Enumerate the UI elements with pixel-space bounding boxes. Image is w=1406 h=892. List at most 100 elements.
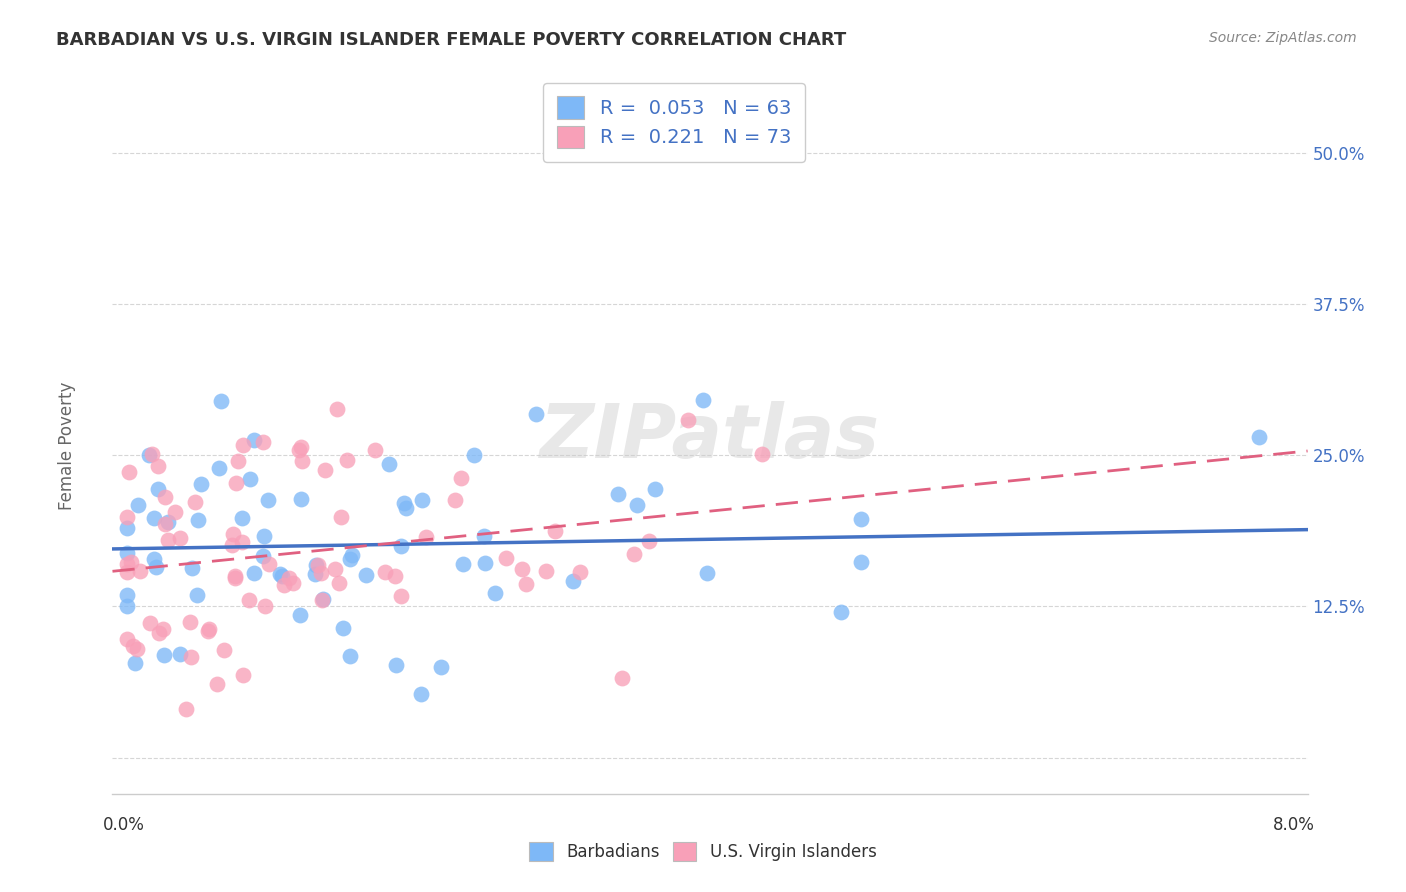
Point — [221, 538, 243, 552]
Point — [141, 446, 163, 460]
Point — [378, 457, 401, 471]
Point — [183, 495, 205, 509]
Point — [463, 448, 485, 462]
Point — [524, 407, 547, 421]
Point — [179, 615, 201, 629]
Point — [252, 549, 274, 563]
Point — [124, 656, 146, 670]
Legend: R =  0.053   N = 63, R =  0.221   N = 73: R = 0.053 N = 63, R = 0.221 N = 73 — [544, 83, 804, 161]
Point — [515, 576, 537, 591]
Point — [181, 561, 204, 575]
Text: Female Poverty: Female Poverty — [59, 382, 76, 510]
Point — [186, 588, 208, 602]
Point — [606, 487, 628, 501]
Point — [291, 453, 314, 467]
Point — [534, 565, 557, 579]
Point — [169, 648, 191, 662]
Point — [148, 625, 170, 640]
Point — [252, 434, 274, 449]
Point — [239, 472, 262, 486]
Point — [117, 632, 139, 646]
Point — [209, 394, 232, 409]
Point — [323, 562, 346, 576]
Point — [187, 512, 209, 526]
Point — [214, 642, 236, 657]
Point — [231, 667, 253, 681]
Point — [146, 482, 169, 496]
Point — [156, 515, 179, 529]
Point — [610, 671, 633, 685]
Point — [451, 557, 474, 571]
Point — [208, 460, 231, 475]
Point — [340, 549, 363, 563]
Point — [242, 433, 264, 447]
Point — [257, 493, 280, 508]
Point — [117, 509, 139, 524]
Point — [326, 402, 349, 417]
Point — [332, 621, 354, 635]
Point — [623, 547, 645, 561]
Point — [474, 556, 496, 570]
Point — [638, 533, 661, 548]
Point — [180, 650, 202, 665]
Point — [312, 591, 335, 606]
Point — [142, 551, 165, 566]
Point — [231, 534, 253, 549]
Point — [143, 510, 166, 524]
Point — [129, 564, 152, 578]
Point — [231, 511, 253, 525]
Point — [394, 495, 416, 509]
Point — [243, 566, 266, 580]
Point — [389, 539, 412, 553]
Point — [127, 498, 149, 512]
Point — [139, 615, 162, 630]
Point — [849, 512, 872, 526]
Point — [281, 575, 304, 590]
Point — [117, 558, 139, 572]
Point — [117, 465, 139, 479]
Point — [374, 565, 396, 579]
Text: 8.0%: 8.0% — [1272, 816, 1315, 834]
Point — [626, 499, 648, 513]
Point — [121, 640, 143, 654]
Point — [163, 505, 186, 519]
Point — [314, 463, 336, 477]
Point — [120, 555, 142, 569]
Point — [692, 392, 714, 407]
Point — [751, 447, 773, 461]
Point — [152, 622, 174, 636]
Point — [411, 492, 433, 507]
Point — [569, 565, 592, 579]
Point — [510, 562, 533, 576]
Point — [364, 443, 387, 458]
Point — [197, 623, 219, 637]
Point — [290, 491, 312, 506]
Point — [174, 702, 197, 716]
Point — [696, 566, 718, 580]
Point — [278, 571, 301, 585]
Point — [290, 440, 312, 454]
Point — [271, 568, 294, 582]
Text: 0.0%: 0.0% — [103, 816, 145, 834]
Point — [257, 557, 280, 571]
Point — [354, 568, 377, 582]
Point — [117, 599, 139, 614]
Point — [444, 493, 467, 508]
Point — [644, 482, 666, 496]
Point — [224, 569, 246, 583]
Legend: Barbadians, U.S. Virgin Islanders: Barbadians, U.S. Virgin Islanders — [523, 835, 883, 868]
Point — [304, 566, 326, 581]
Point — [197, 624, 219, 638]
Point — [307, 558, 329, 572]
Point — [117, 521, 139, 535]
Point — [190, 477, 212, 491]
Point — [474, 529, 496, 543]
Point — [384, 657, 406, 672]
Point — [389, 589, 412, 603]
Point — [339, 552, 361, 566]
Point — [117, 546, 139, 560]
Point — [117, 588, 139, 602]
Point — [305, 558, 328, 573]
Point — [254, 599, 277, 614]
Point — [384, 569, 406, 583]
